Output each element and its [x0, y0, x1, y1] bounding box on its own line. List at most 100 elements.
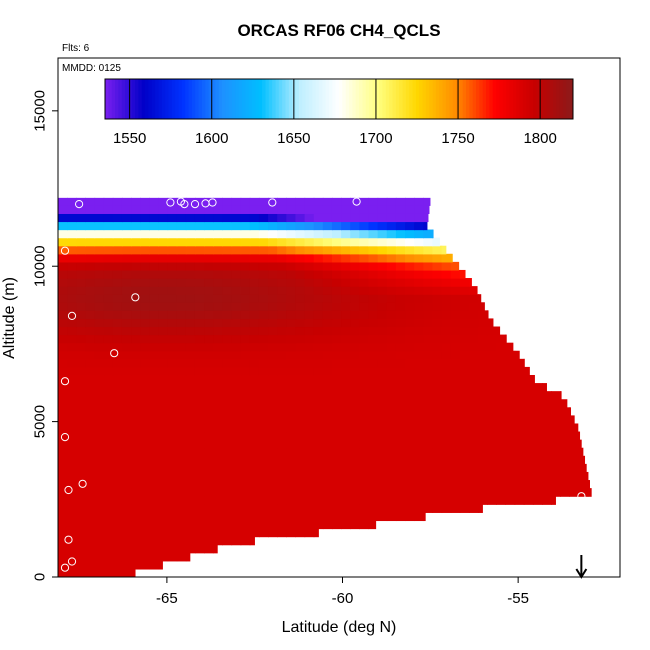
field-cell: [268, 229, 278, 239]
field-cell: [85, 334, 96, 344]
field-cell: [368, 399, 379, 408]
field-cell: [76, 423, 86, 433]
field-cell: [514, 447, 525, 457]
field-cell: [67, 237, 77, 247]
field-cell: [94, 463, 105, 473]
field-cell: [377, 512, 388, 522]
field-cell: [487, 423, 497, 433]
field-cell: [67, 269, 77, 279]
ch4-field: [58, 197, 592, 577]
field-cell: [85, 399, 96, 408]
field-cell: [377, 383, 388, 392]
field-cell: [158, 463, 169, 473]
field-cell: [240, 213, 251, 223]
field-cell: [295, 350, 306, 360]
field-cell: [249, 269, 260, 279]
field-cell: [67, 391, 77, 400]
field-cell: [560, 439, 571, 449]
field-cell: [249, 439, 260, 449]
field-cell: [112, 407, 123, 416]
colorbar-segment: [355, 79, 360, 119]
field-cell: [496, 423, 507, 433]
field-cell: [277, 471, 287, 481]
field-cell: [94, 253, 105, 263]
field-cell: [167, 488, 178, 497]
field-cell: [231, 229, 242, 239]
field-cell: [313, 480, 324, 489]
field-cell: [231, 512, 242, 522]
field-cell: [331, 334, 342, 344]
field-cell: [213, 334, 223, 344]
field-cell: [414, 334, 424, 344]
field-cell: [85, 536, 96, 546]
field-cell: [112, 318, 123, 328]
field-cell: [204, 326, 214, 336]
field-cell: [459, 504, 470, 513]
field-cell: [496, 350, 507, 360]
field-cell: [194, 278, 205, 287]
field-cell: [459, 318, 470, 328]
field-cell: [94, 568, 105, 577]
field-cell: [341, 423, 351, 433]
field-cell: [359, 399, 370, 408]
field-cell: [423, 294, 434, 303]
field-cell: [295, 431, 306, 441]
field-cell: [386, 471, 397, 481]
field-cell: [222, 391, 233, 400]
field-cell: [377, 407, 388, 416]
colorbar-segment: [442, 79, 447, 119]
field-cell: [359, 197, 370, 206]
field-cell: [341, 269, 351, 279]
colorbar-segment: [232, 79, 236, 119]
field-cell: [450, 294, 461, 303]
field-cell: [94, 278, 105, 287]
observation-point: [64, 535, 73, 544]
colorbar-segment: [539, 79, 544, 119]
field-cell: [67, 326, 77, 336]
field-cell: [176, 399, 187, 408]
field-cell: [67, 544, 77, 554]
colorbar-segment: [512, 79, 517, 119]
field-cell: [395, 229, 406, 239]
colorbar-segment: [382, 79, 387, 119]
field-cell: [450, 471, 461, 481]
field-cell: [286, 447, 297, 457]
field-cell: [313, 278, 324, 287]
field-cell: [377, 423, 388, 433]
field-cell: [414, 358, 424, 368]
colorbar-segment: [178, 79, 183, 119]
field-cell: [423, 261, 434, 271]
field-cell: [131, 431, 141, 441]
field-cell: [131, 326, 141, 336]
field-cell: [423, 302, 434, 311]
field-cell: [331, 471, 342, 481]
colorbar-segment: [188, 79, 193, 119]
field-cell: [268, 480, 278, 489]
field-cell: [341, 415, 351, 425]
field-cell: [103, 504, 114, 513]
field-cell: [58, 471, 68, 481]
field-cell: [67, 439, 77, 449]
field-cell: [140, 512, 150, 522]
field-cell: [185, 237, 196, 247]
field-cell: [322, 326, 333, 336]
field-cell: [304, 528, 315, 538]
field-cell: [405, 471, 415, 481]
field-cell: [121, 205, 132, 214]
field-cell: [204, 374, 214, 384]
field-cell: [368, 350, 379, 360]
field-cell: [222, 512, 233, 522]
field-cell: [58, 237, 68, 247]
field-cell: [286, 439, 297, 449]
field-cell: [167, 261, 178, 271]
field-cell: [103, 544, 114, 554]
colorbar-segment: [349, 79, 353, 119]
field-cell: [459, 439, 470, 449]
field-cell: [268, 350, 278, 360]
flight-direction-arrow: [575, 555, 588, 579]
field-cell: [487, 391, 497, 400]
field-cell: [194, 374, 205, 384]
field-cell: [459, 342, 470, 352]
field-cell: [368, 294, 379, 303]
field-cell: [176, 342, 187, 352]
